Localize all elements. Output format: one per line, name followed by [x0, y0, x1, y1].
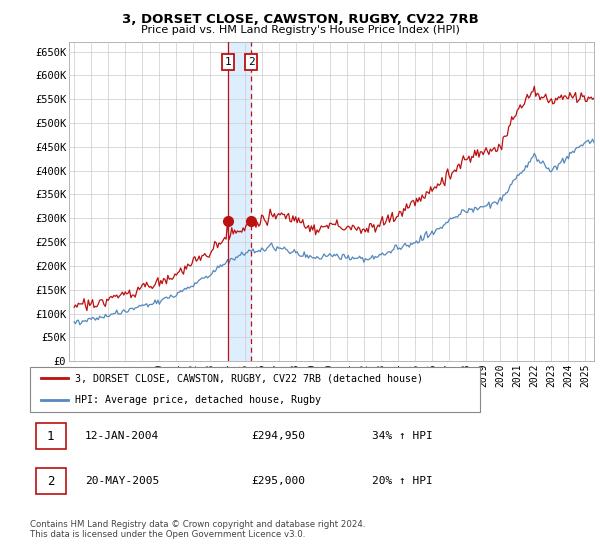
Text: 2: 2: [248, 57, 254, 67]
Text: 20% ↑ HPI: 20% ↑ HPI: [372, 477, 433, 487]
Text: 34% ↑ HPI: 34% ↑ HPI: [372, 431, 433, 441]
Text: 1: 1: [47, 430, 55, 443]
Text: HPI: Average price, detached house, Rugby: HPI: Average price, detached house, Rugb…: [75, 395, 321, 405]
Text: 1: 1: [225, 57, 232, 67]
Text: £294,950: £294,950: [251, 431, 305, 441]
Text: Price paid vs. HM Land Registry's House Price Index (HPI): Price paid vs. HM Land Registry's House …: [140, 25, 460, 35]
Text: 20-MAY-2005: 20-MAY-2005: [85, 477, 160, 487]
Text: 12-JAN-2004: 12-JAN-2004: [85, 431, 160, 441]
Bar: [228, 42, 251, 361]
Text: 3, DORSET CLOSE, CAWSTON, RUGBY, CV22 7RB: 3, DORSET CLOSE, CAWSTON, RUGBY, CV22 7R…: [122, 13, 478, 26]
Text: 3, DORSET CLOSE, CAWSTON, RUGBY, CV22 7RB (detached house): 3, DORSET CLOSE, CAWSTON, RUGBY, CV22 7R…: [75, 374, 423, 384]
Bar: [35, 468, 66, 494]
Text: 2: 2: [47, 475, 55, 488]
Bar: [35, 423, 66, 449]
Text: Contains HM Land Registry data © Crown copyright and database right 2024.
This d: Contains HM Land Registry data © Crown c…: [30, 520, 365, 539]
Text: £295,000: £295,000: [251, 477, 305, 487]
